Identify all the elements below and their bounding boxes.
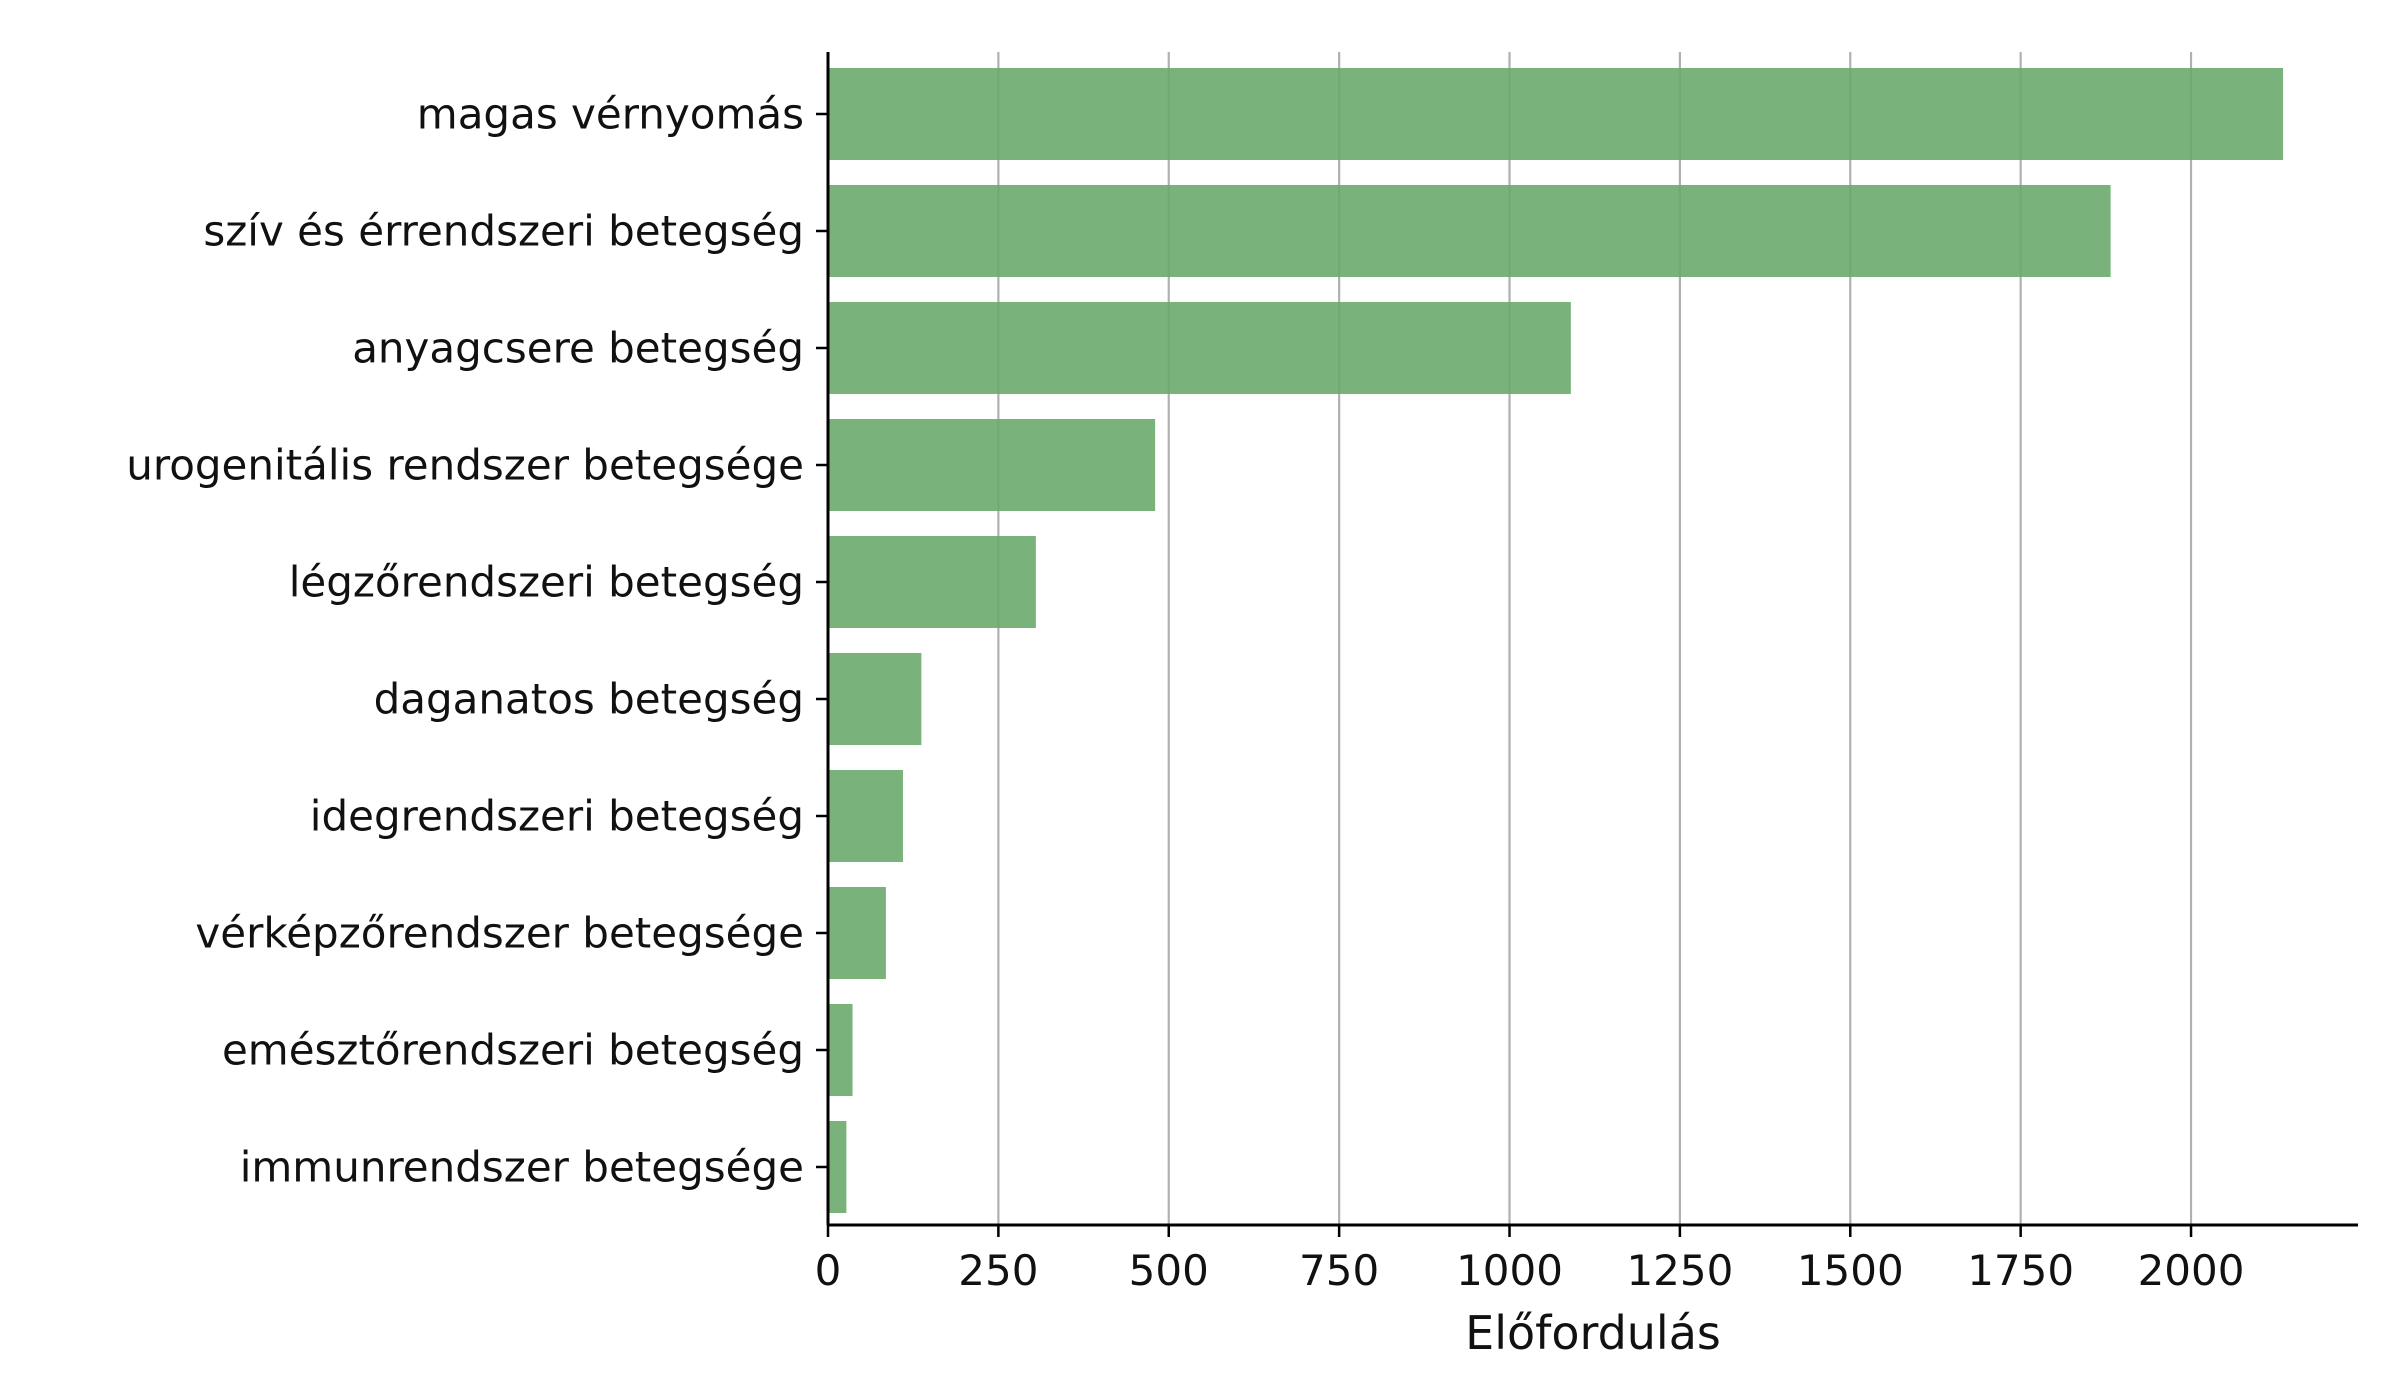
bar-9	[828, 1121, 847, 1213]
x-tick-label-1750: 1750	[1967, 1246, 2074, 1295]
x-tick-label-1500: 1500	[1797, 1246, 1904, 1295]
y-tick-label-7: vérképzőrendszer betegsége	[195, 909, 804, 958]
x-tick-label-750: 750	[1299, 1246, 1379, 1295]
y-tick-label-2: anyagcsere betegség	[352, 324, 804, 373]
y-tick-label-1: szív és érrendszeri betegség	[203, 207, 804, 256]
x-tick-label-1000: 1000	[1456, 1246, 1563, 1295]
x-tick-label-500: 500	[1129, 1246, 1209, 1295]
bar-3	[828, 419, 1156, 511]
x-axis-title: Előfordulás	[1465, 1306, 1721, 1360]
y-tick-label-4: légzőrendszeri betegség	[289, 558, 804, 607]
bar-7	[828, 887, 886, 979]
bar-4	[828, 536, 1036, 628]
bar-layer	[828, 68, 2284, 1213]
y-tick-label-6: idegrendszeri betegség	[310, 792, 804, 841]
bar-5	[828, 653, 922, 745]
y-tick-label-9: immunrendszer betegsége	[240, 1143, 804, 1192]
y-tick-label-8: emésztőrendszeri betegség	[222, 1026, 804, 1075]
bar-1	[828, 185, 2111, 277]
x-tick-label-1250: 1250	[1626, 1246, 1733, 1295]
bar-8	[828, 1004, 853, 1096]
y-tick-label-5: daganatos betegség	[374, 675, 804, 724]
axis-layer: magas vérnyomás szív és érrendszeri beteg…	[126, 52, 2358, 1295]
y-tick-label-0: magas vérnyomás	[417, 90, 804, 139]
bar-2	[828, 302, 1571, 394]
x-tick-label-250: 250	[958, 1246, 1038, 1295]
y-tick-label-3: urogenitális rendszer betegsége	[126, 441, 804, 490]
bar-6	[828, 770, 903, 862]
bar-0	[828, 68, 2284, 160]
x-tick-label-2000: 2000	[2138, 1246, 2245, 1295]
x-tick-label-0: 0	[815, 1246, 842, 1295]
